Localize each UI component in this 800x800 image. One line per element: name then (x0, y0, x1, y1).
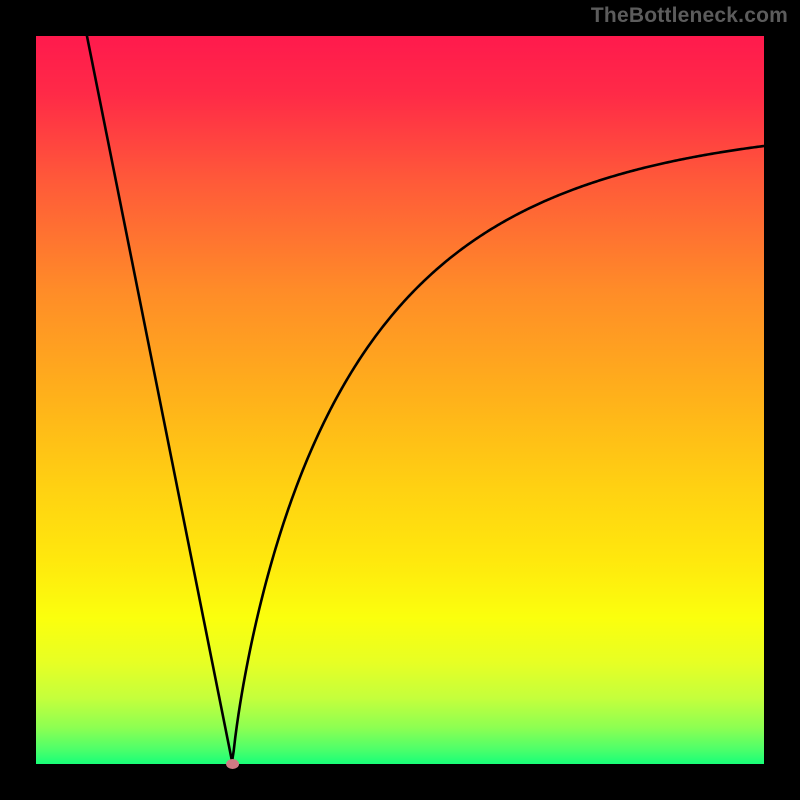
plot-background (36, 36, 764, 764)
chart-frame: TheBottleneck.com (0, 0, 800, 800)
watermark-text: TheBottleneck.com (591, 4, 788, 28)
bottleneck-chart (0, 0, 800, 800)
minimum-marker (226, 759, 239, 769)
